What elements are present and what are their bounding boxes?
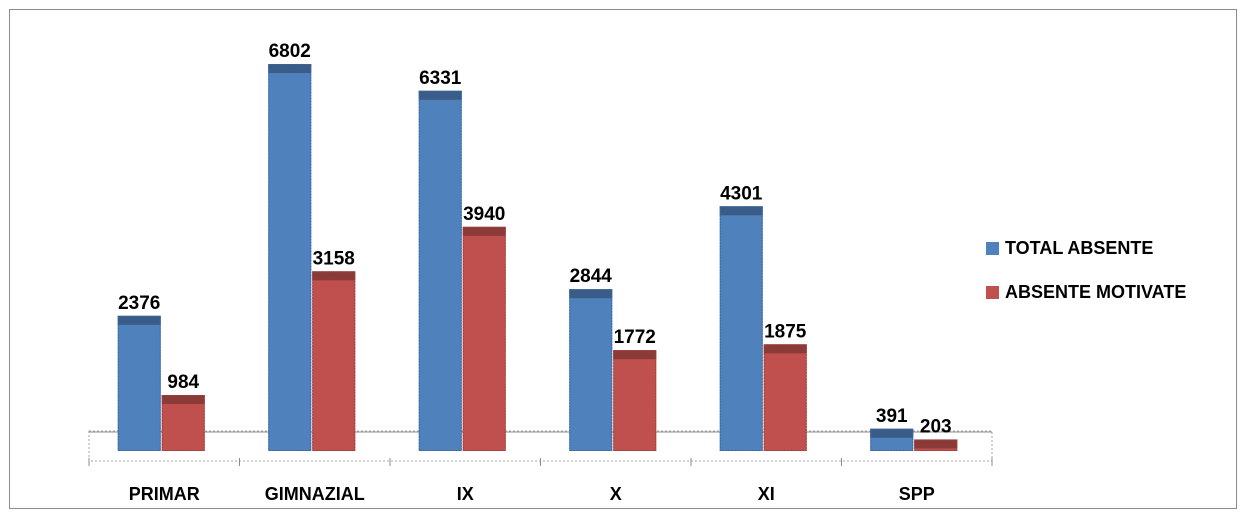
x-tick-label: X (610, 484, 622, 504)
data-label-group: 2376 984 6802 3158 6331 3940 2844 1772 4301 1875 3… (118, 41, 951, 437)
data-label: 1875 (764, 321, 807, 342)
x-tick-label: XI (758, 484, 775, 504)
legend-label: TOTAL ABSENTE (1005, 237, 1154, 258)
chart-floor (88, 430, 993, 462)
data-label: 1772 (614, 327, 656, 348)
bar-outline (719, 206, 763, 451)
data-label: 3158 (313, 248, 355, 269)
data-label: 3940 (463, 204, 505, 225)
bar (268, 64, 312, 451)
legend-item-total: TOTAL ABSENTE (986, 226, 1186, 270)
bar-top (312, 271, 356, 281)
bar (763, 344, 807, 451)
bar-outline (268, 64, 312, 451)
bar-outline (870, 428, 914, 451)
data-label: 984 (167, 372, 199, 393)
bar-outline (418, 90, 462, 452)
bar (462, 226, 506, 451)
bar-outline (312, 271, 356, 452)
legend-swatch (986, 241, 999, 255)
data-label: 6802 (269, 41, 311, 62)
data-label: 6331 (419, 68, 462, 89)
bar-top (870, 428, 914, 438)
x-tick-label: SPP (899, 484, 935, 504)
data-label: 4301 (720, 183, 763, 204)
bar-outline (613, 350, 657, 451)
bar-outline (763, 344, 807, 451)
bar (161, 395, 205, 451)
bar-top (569, 289, 613, 299)
floor-plane (88, 430, 993, 462)
bar-outline (161, 395, 205, 451)
legend-item-motivate: ABSENTE MOTIVATE (986, 270, 1186, 314)
data-label: 2376 (118, 293, 160, 314)
bar-top (161, 395, 205, 405)
data-label: 2844 (570, 266, 613, 287)
bar-outline (569, 289, 613, 451)
bar (117, 315, 161, 451)
bar-top (418, 90, 462, 100)
legend-swatch (986, 285, 999, 299)
data-label: 391 (876, 406, 908, 427)
bar-top (268, 64, 312, 73)
bar-outline (117, 315, 161, 451)
bar-top (462, 226, 506, 236)
bar-outline (462, 226, 506, 451)
bar-top (719, 206, 763, 216)
bar (719, 206, 763, 451)
legend: TOTAL ABSENTE ABSENTE MOTIVATE (986, 226, 1186, 314)
x-tick-label: GIMNAZIAL (265, 484, 365, 504)
legend-label: ABSENTE MOTIVATE (1005, 281, 1187, 302)
bar (312, 271, 356, 451)
bar (569, 289, 613, 451)
bar-outline (914, 439, 958, 452)
bar-group (117, 64, 958, 452)
bar-top (613, 350, 657, 360)
x-tick-label: IX (457, 484, 474, 504)
data-label: 203 (920, 416, 952, 437)
x-axis: PRIMAR GIMNAZIAL IX X XI SPP (88, 458, 993, 504)
x-tick-label: PRIMAR (129, 484, 200, 504)
bar (418, 90, 462, 452)
bar-top (117, 315, 161, 325)
bar (613, 350, 657, 451)
chart-frame (9, 9, 1237, 509)
bar-top (763, 344, 807, 354)
bar-top (914, 439, 958, 449)
